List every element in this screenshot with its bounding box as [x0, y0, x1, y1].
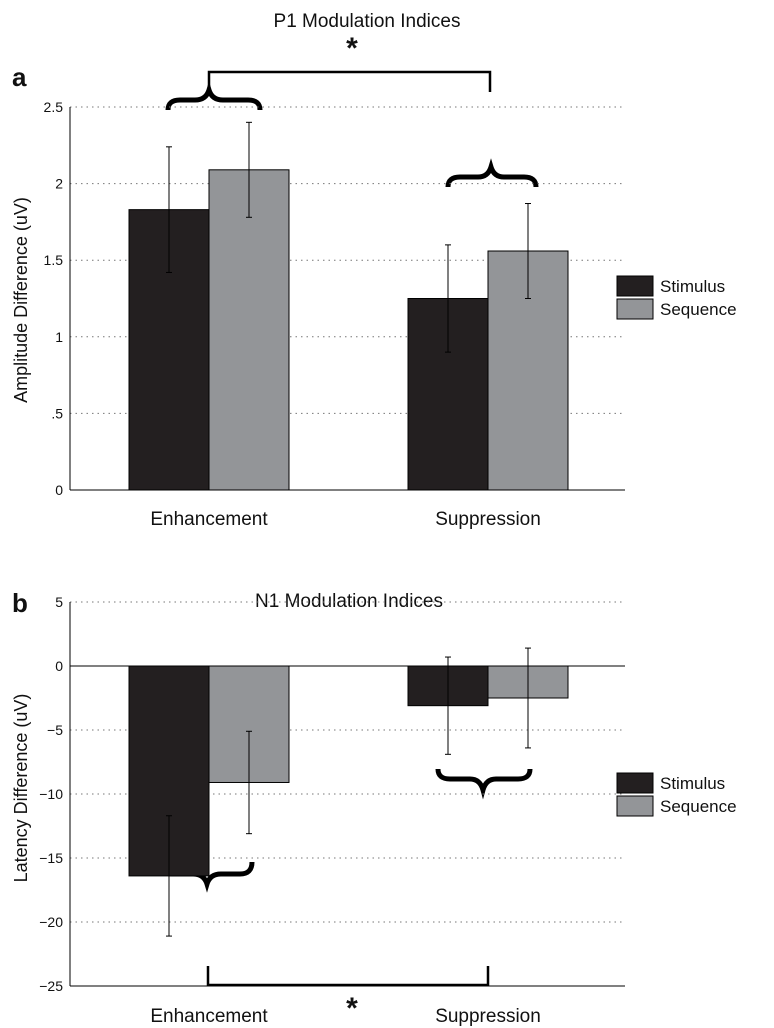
panel-a-ytick-label: 1	[55, 329, 63, 345]
panel-b-significance-star: *	[346, 992, 358, 1025]
legend-a-sequence-label: Sequence	[660, 300, 737, 319]
panel-a-ytick-label: 0	[55, 482, 63, 498]
legend-b-sequence-label: Sequence	[660, 797, 737, 816]
panel-b-title: N1 Modulation Indices	[255, 591, 443, 612]
panel-b-letter: b	[12, 588, 28, 618]
panel-a-suppression-brace	[445, 158, 539, 188]
panel-b-plot: −25 −20 −15 −10 −5 0 5 Enhancement Suppression	[39, 594, 625, 1027]
panel-a-ytick-label: .5	[51, 405, 63, 421]
panel-b-ytick-label: −5	[47, 722, 63, 738]
panel-a-title: P1 Modulation Indices	[274, 11, 461, 32]
panel-b-ytick-label: −15	[39, 850, 63, 866]
panel-a-ytick-label: 2	[55, 176, 63, 192]
panel-a-ytick-label: 2.5	[44, 99, 64, 115]
legend-b-stimulus-label: Stimulus	[660, 774, 725, 793]
panel-b-category-label: Enhancement	[150, 1006, 268, 1027]
legend-a-sequence-swatch	[616, 298, 654, 320]
panel-a-category-label: Suppression	[435, 509, 541, 530]
panel-a-enhancement-brace	[165, 81, 263, 111]
panel-a-letter: a	[12, 62, 27, 92]
legend-a-stimulus-swatch	[616, 275, 654, 297]
legend-b-stimulus-swatch	[616, 772, 654, 794]
panel-b-ytick-label: −25	[39, 978, 63, 994]
panel-a-bar-sequence-enhancement	[208, 169, 290, 491]
panel-a-significance-star: *	[346, 32, 358, 65]
panel-b-significance-bracket	[206, 966, 490, 987]
panel-b-ytick-label: 0	[55, 658, 63, 674]
panel-b-category-label: Suppression	[435, 1006, 541, 1027]
legend-b-sequence-swatch	[616, 795, 654, 817]
panel-a-plot: 0 .5 1 1.5 2 2.5 Enhancement Suppression	[44, 99, 625, 530]
panel-b-ytick-label: −10	[39, 786, 63, 802]
panel-b-suppression-brace	[435, 768, 533, 800]
legend-a-stimulus-label: Stimulus	[660, 277, 725, 296]
panel-b-ylabel: Latency Difference (uV)	[11, 694, 31, 883]
panel-a-ylabel: Amplitude Difference (uV)	[11, 197, 31, 403]
panel-b-ytick-label: 5	[55, 594, 63, 610]
panel-a-ytick-label: 1.5	[44, 252, 64, 268]
panel-b-ytick-label: −20	[39, 914, 63, 930]
panel-a-significance-bracket	[207, 70, 492, 92]
panel-a-category-label: Enhancement	[150, 509, 268, 530]
